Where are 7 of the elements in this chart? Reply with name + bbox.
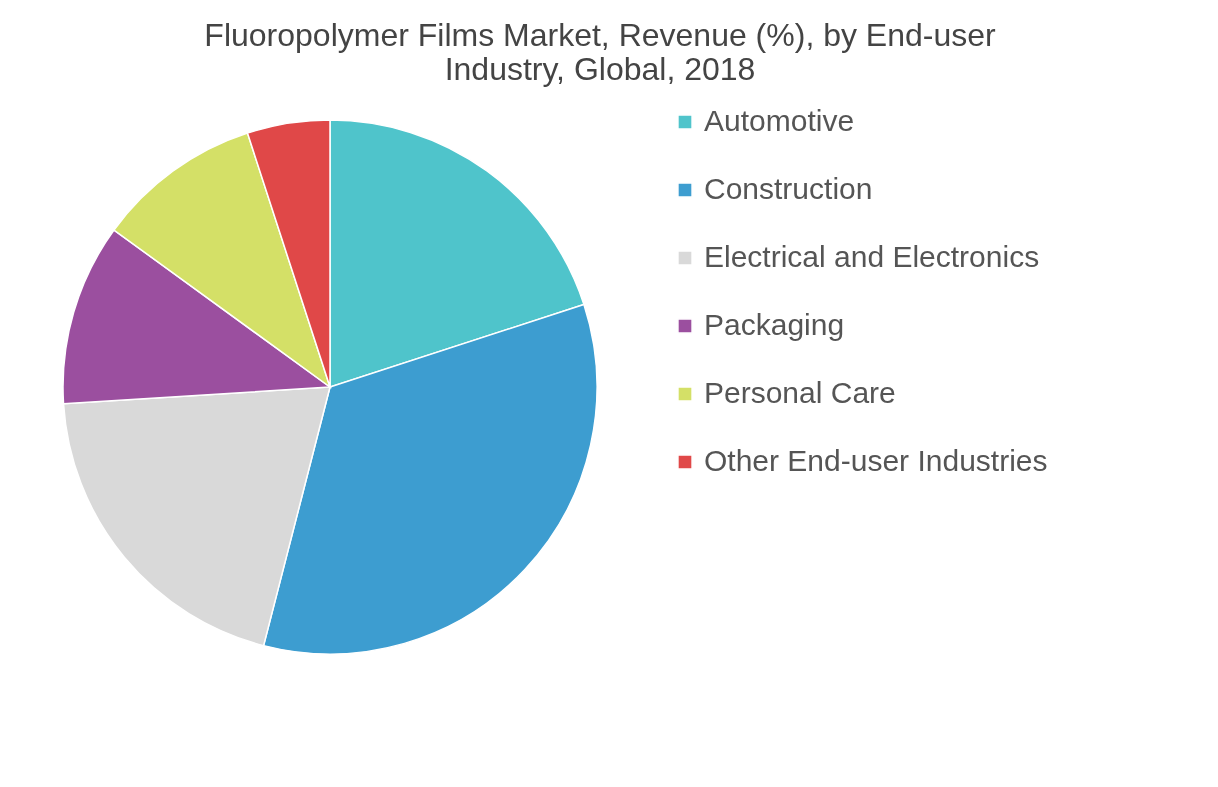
legend-label: Personal Care [704, 376, 896, 409]
chart-title: Fluoropolymer Films Market, Revenue (%), by End-user Industry, Global, 2018 [204, 17, 997, 87]
legend-label: Electrical and Electronics [704, 240, 1040, 273]
legend-label: Packaging [704, 308, 845, 341]
legend-label: Other End-user Industries [704, 444, 1048, 477]
legend-label: Construction [704, 172, 873, 205]
legend-label: Automotive [704, 104, 855, 137]
